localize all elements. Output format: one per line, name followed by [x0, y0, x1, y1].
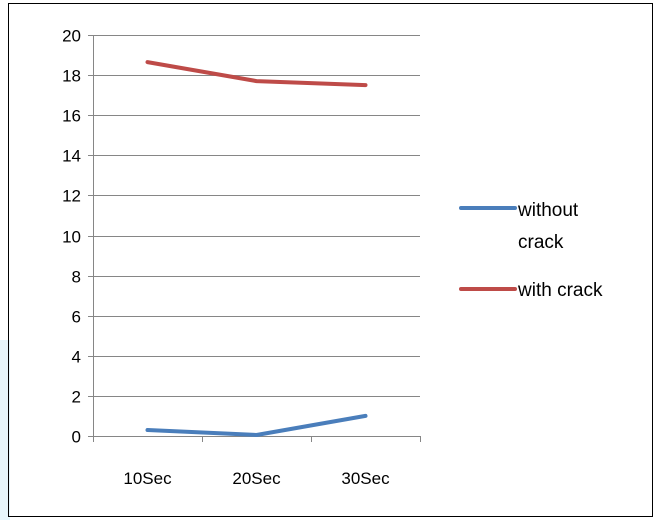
legend-label-1: with crack: [517, 280, 603, 301]
grid-lines: [93, 35, 420, 397]
x-tick-label: 30Sec: [341, 469, 390, 488]
series-lines: [145, 60, 368, 437]
y-tick-label: 8: [72, 268, 81, 287]
y-tick-label: 16: [62, 107, 81, 126]
series-line-0: [145, 413, 368, 437]
x-tick-label: 20Sec: [232, 469, 281, 488]
y-tick-label: 14: [62, 147, 81, 166]
chart-border: [8, 3, 653, 517]
y-tick-label: 12: [62, 187, 81, 206]
axes: [88, 35, 421, 442]
y-tick-labels: 0 2 4 6 8 10 12 14 16 18 20: [62, 27, 81, 447]
y-tick-label: 18: [62, 67, 81, 86]
legend: without crack with crack: [459, 200, 603, 301]
series-line-1: [145, 60, 368, 88]
y-tick-label: 10: [62, 228, 81, 247]
left-edge-strip: [0, 340, 10, 520]
x-tick-labels: 10Sec 20Sec 30Sec: [123, 469, 390, 488]
y-tick-label: 20: [62, 27, 81, 46]
y-tick-label: 2: [72, 388, 81, 407]
y-tick-label: 0: [72, 428, 81, 447]
legend-label-0: without crack: [517, 200, 579, 253]
x-tick-label: 10Sec: [123, 469, 172, 488]
y-tick-label: 4: [72, 348, 81, 367]
y-tick-label: 6: [72, 308, 81, 327]
